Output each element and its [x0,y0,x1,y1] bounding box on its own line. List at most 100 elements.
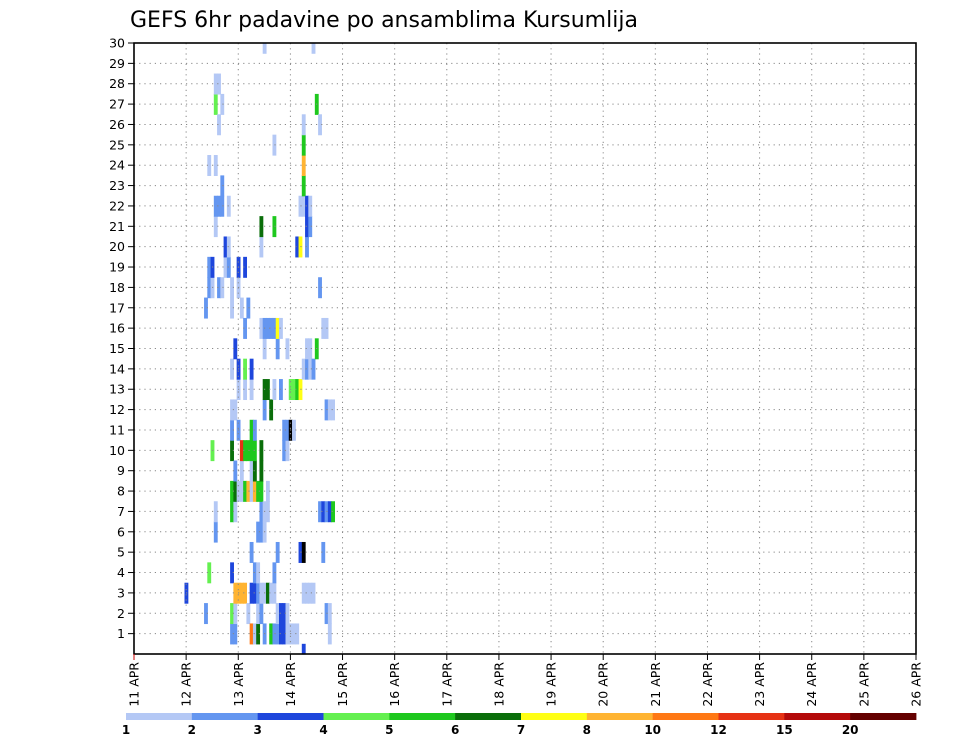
heatmap-cells [184,43,335,655]
heatmap-cell [220,93,225,115]
heatmap-cell [213,73,218,95]
heatmap-cell [239,460,244,482]
heatmap-cell [269,399,274,421]
heatmap-cell [220,195,225,217]
heatmap-cell [259,317,264,339]
y-tick-label: 19 [109,260,125,275]
x-tick-label: 12 APR [179,662,194,707]
heatmap-cell [207,562,212,584]
colorbar-swatch [718,713,785,720]
heatmap-cell [249,541,254,563]
heatmap-cell [246,603,251,625]
heatmap-cell [256,582,261,604]
heatmap-cell [223,236,228,258]
colorbar-label: 8 [583,723,591,737]
heatmap-cell [239,297,244,319]
heatmap-cell [220,175,225,197]
x-tick-label: 16 APR [387,662,402,707]
heatmap-cell [217,277,221,299]
heatmap-cell [259,216,264,238]
heatmap-cell [223,256,228,278]
y-tick-label: 15 [109,341,125,356]
heatmap-cell [265,480,270,502]
heatmap-cell [311,582,316,604]
heatmap-cell [243,379,248,401]
heatmap-cell [230,297,234,319]
heatmap-cell [213,501,218,523]
heatmap-cell [259,521,264,543]
heatmap-cell [308,338,313,360]
colorbar-label: 12 [710,723,727,737]
y-tick-label: 30 [109,36,125,51]
heatmap-cell [259,440,264,462]
heatmap-cell [269,317,274,339]
heatmap-cell [207,155,212,176]
colorbar-label: 1 [122,723,130,737]
heatmap-cell [243,358,248,380]
heatmap-cell [249,480,254,502]
x-tick-label: 23 APR [752,662,767,707]
heatmap-cell [252,440,257,462]
colorbar-swatch [850,713,917,720]
heatmap-cell [252,460,257,482]
heatmap-cell [275,317,280,339]
heatmap-cell [275,338,280,360]
x-tick-label: 11 APR [127,662,142,707]
heatmap-cell [230,480,234,502]
colorbar-swatch [191,713,259,720]
heatmap-cell [327,623,332,645]
heatmap-cell [275,541,280,563]
y-tick-label: 29 [109,56,125,71]
x-tick-label: 19 APR [544,662,559,707]
heatmap-cell [213,155,218,176]
heatmap-cell [318,114,322,136]
x-tick-label: 26 APR [909,662,924,707]
colorbar-swatch [455,713,522,720]
x-axis-ticks: 11 APR 12 APR 13 APR 14 APR 15 APR 16 APR 17 A… [127,654,924,707]
heatmap-cell [301,643,306,655]
chart-title: GEFS 6hr padavine po ansamblima Kursumli… [130,8,638,33]
heatmap-cell [217,195,221,217]
heatmap-cell [256,480,261,502]
y-tick-label: 18 [109,280,125,295]
y-tick-label: 20 [109,239,125,254]
heatmap-cell [230,358,234,380]
colorbar-swatch [652,713,719,720]
x-tick-label: 20 APR [596,662,611,707]
y-tick-label: 26 [109,117,125,132]
y-tick-label: 24 [109,158,125,173]
heatmap-cell [239,440,244,462]
heatmap-cell [305,236,309,258]
heatmap-cell [256,603,261,625]
heatmap-cell [285,419,290,441]
y-tick-label: 4 [117,565,125,580]
x-tick-label: 21 APR [648,662,663,707]
heatmap-cell [301,114,306,136]
heatmap-cell [282,440,287,462]
heatmap-cell [246,297,251,319]
heatmap-cell [282,419,287,441]
heatmap-cell [230,501,234,523]
heatmap-cell [331,501,335,523]
heatmap-cell [217,73,221,95]
heatmap-cell [220,277,225,299]
heatmap-cell [301,134,306,156]
heatmap-cell [311,358,316,380]
heatmap-cell [207,277,212,299]
colorbar: 1 2 3 4 5 6 7 8 10 12 15 20 [122,713,917,737]
heatmap-cell [301,175,306,197]
heatmap-cell [230,562,234,584]
x-tick-label: 15 APR [335,662,350,707]
heatmap-cell [295,379,300,401]
heatmap-cell [305,582,309,604]
heatmap-cell [285,603,290,625]
heatmap-cell [233,399,238,421]
y-tick-label: 1 [117,626,125,641]
heatmap-cell [249,623,254,645]
colorbar-label: 10 [644,723,661,737]
heatmap-cell [233,460,238,482]
heatmap-cell [265,317,270,339]
heatmap-cell [259,480,264,502]
heatmap-cell [318,277,322,299]
heatmap-cell [301,582,306,604]
